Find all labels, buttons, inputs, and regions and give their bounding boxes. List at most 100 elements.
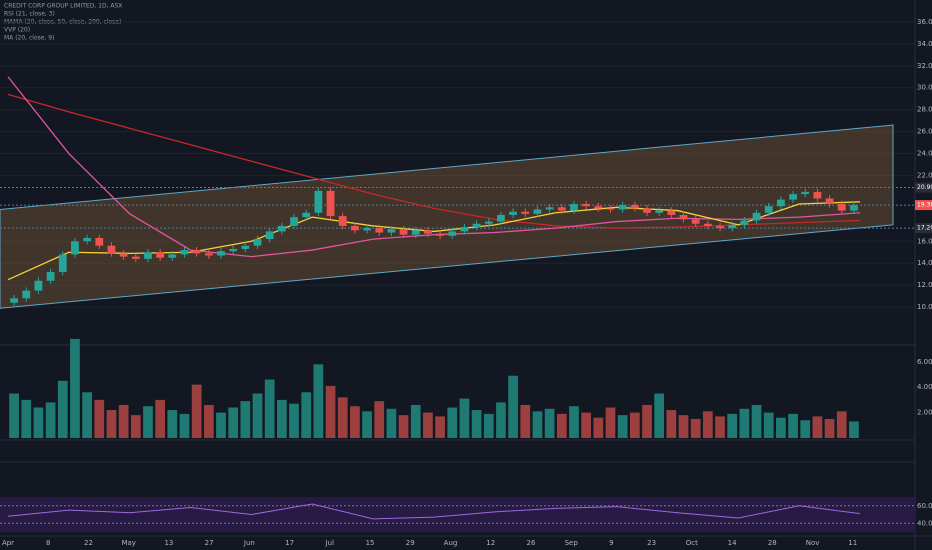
x-tick-label: 13 (164, 539, 173, 547)
x-tick-label: 11 (848, 539, 857, 547)
candle-body (411, 230, 420, 235)
volume-bar (532, 411, 543, 438)
candle-body (521, 211, 530, 214)
candle-body (424, 230, 432, 234)
x-tick-label: 26 (526, 539, 535, 547)
candle-body (375, 228, 384, 233)
candle-body (716, 225, 724, 229)
x-tick-label: Jul (325, 539, 335, 547)
volume-bar (483, 413, 494, 438)
volume-bar (763, 412, 774, 438)
candle-body (825, 198, 834, 204)
candle-body (290, 217, 298, 226)
y-tick-label: 14.00 (917, 259, 932, 267)
volume-bar (751, 404, 762, 438)
volume-bar (33, 407, 44, 438)
volume-bar (94, 399, 105, 438)
candle-body (229, 248, 238, 252)
candle-body (484, 221, 493, 224)
candle-body (314, 190, 323, 213)
price-tag-label: 20.90 (917, 184, 932, 191)
volume-bar (21, 399, 32, 438)
y-tick-label: 34.00 (917, 40, 932, 48)
volume-bar (240, 401, 251, 438)
volume-bar (569, 406, 579, 438)
candle-body (338, 216, 347, 226)
y-tick-label: 28.00 (917, 106, 932, 114)
volume-bar (605, 407, 616, 438)
x-tick-label: 29 (406, 539, 415, 547)
volume-bar (179, 413, 190, 438)
volume-bar (228, 407, 239, 438)
candle-body (764, 206, 773, 213)
x-tick-label: 27 (205, 539, 214, 547)
y-tick-label: 26.00 (917, 128, 932, 136)
volume-bar (678, 415, 689, 438)
rsi-tick-label: 40.00 (917, 519, 932, 527)
volume-bar (812, 416, 823, 438)
volume-bar (629, 412, 640, 438)
volume-bar (57, 380, 68, 438)
volume-bar (45, 402, 56, 438)
volume-bar (130, 415, 141, 438)
y-tick-label: 22.00 (917, 171, 932, 179)
candle-body (22, 290, 31, 299)
volume-bar (167, 410, 178, 438)
candle-body (740, 220, 749, 225)
volume-bar (544, 408, 555, 438)
moving-average (7, 93, 861, 229)
candle-body (533, 209, 542, 214)
candle-body (801, 191, 810, 195)
x-tick-label: 22 (84, 539, 93, 547)
candle-body (363, 228, 371, 231)
volume-bar (252, 393, 263, 438)
volume-bar (386, 408, 397, 438)
y-tick-label: 36.00 (917, 18, 932, 26)
candle-body (119, 253, 128, 257)
candle-body (58, 254, 67, 272)
candle-body (399, 229, 408, 235)
candle-body (837, 204, 846, 211)
candle-body (509, 211, 518, 215)
volume-bar (496, 402, 506, 438)
candle-body (436, 233, 444, 236)
volume-bar (690, 418, 701, 438)
volume-bar (447, 407, 458, 438)
volume-bar (325, 385, 336, 438)
candle-body (460, 227, 469, 232)
channel (0, 124, 894, 309)
x-tick-label: 9 (609, 539, 613, 547)
volume-bar (776, 417, 786, 438)
volume-bar (191, 384, 202, 438)
candle-body (144, 252, 152, 259)
volume-bar (301, 392, 312, 438)
indicator-label: MA (20, close, 9) (4, 35, 54, 42)
candle-body (217, 251, 225, 256)
x-tick-label: May (121, 539, 135, 547)
y-tick-label: 30.00 (917, 84, 932, 92)
candle-body (497, 214, 505, 222)
y-tick-label: 24.00 (917, 150, 932, 158)
x-tick-label: 14 (728, 539, 737, 547)
candle-body (679, 214, 688, 220)
volume-tick-label: 4.00M (917, 383, 932, 391)
x-tick-label: Sep (565, 539, 579, 547)
volume-bar (118, 404, 129, 438)
candle-body (789, 194, 797, 200)
volume-bar (654, 393, 665, 438)
volume-bar (642, 404, 652, 438)
x-tick-label: 15 (366, 539, 375, 547)
indicator-label: VVP (20) (4, 27, 30, 34)
y-tick-label: 16.00 (917, 237, 932, 245)
volume-bar (350, 406, 360, 438)
candle-body (545, 207, 554, 210)
volume-bar (9, 393, 19, 438)
candle-body (34, 280, 43, 291)
volume-bar (836, 411, 847, 438)
rsi-line (7, 503, 861, 520)
candle-body (241, 245, 250, 249)
volume-bar (70, 338, 80, 438)
x-tick-label: Jun (243, 539, 255, 547)
candle-body (46, 272, 55, 281)
